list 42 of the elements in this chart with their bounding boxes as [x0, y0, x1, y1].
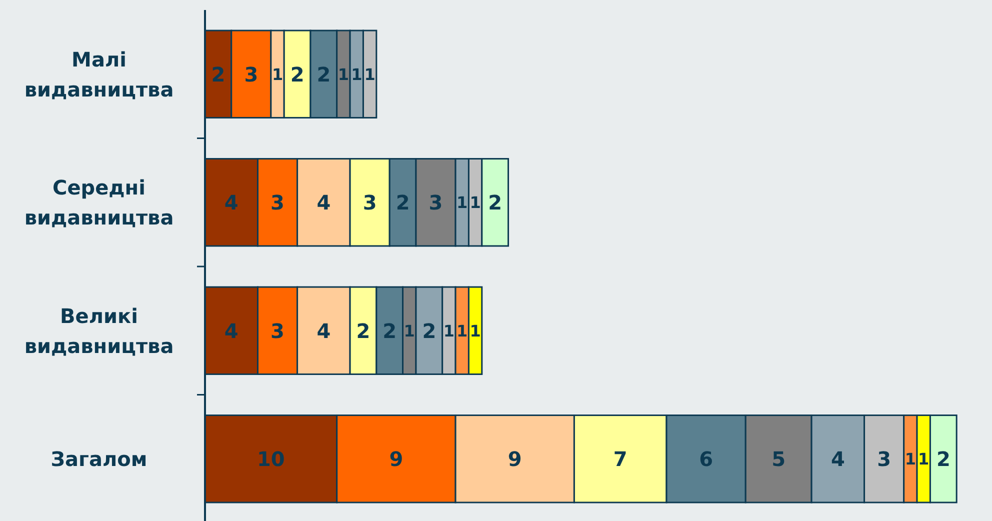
- y-tick-label: Середні видавництва: [24, 176, 174, 230]
- data-label: 1: [470, 193, 481, 212]
- data-label: 1: [443, 321, 455, 340]
- data-label: 9: [508, 447, 522, 472]
- data-label: 4: [224, 318, 238, 343]
- data-label: 1: [338, 64, 350, 84]
- data-label: 2: [211, 62, 226, 86]
- data-label: 3: [362, 190, 377, 215]
- data-label: 3: [270, 318, 284, 343]
- data-label: 1: [456, 321, 468, 340]
- data-label: 4: [316, 190, 331, 215]
- data-label: 2: [936, 447, 950, 472]
- data-label: 3: [270, 190, 284, 215]
- data-label: 2: [422, 318, 436, 343]
- data-label: 3: [428, 190, 443, 215]
- data-label: 10: [257, 447, 285, 472]
- data-label: 7: [613, 447, 628, 472]
- data-label: 1: [351, 64, 362, 84]
- data-label: 1: [404, 321, 415, 340]
- data-label: 9: [389, 447, 404, 472]
- data-label: 1: [470, 321, 481, 340]
- y-tick-label: Великі видавництва: [24, 304, 174, 358]
- data-label: 4: [224, 190, 238, 215]
- data-label: 2: [290, 62, 304, 86]
- data-label: 5: [772, 447, 786, 472]
- y-tick-label: Малі видавництва: [24, 47, 174, 102]
- data-label: 1: [918, 450, 930, 469]
- data-label: 3: [877, 447, 892, 472]
- y-tick-label: Загалом: [50, 447, 148, 472]
- data-label: 4: [316, 318, 331, 343]
- data-label: 1: [364, 64, 376, 84]
- data-label: 1: [456, 193, 468, 212]
- data-label: 2: [396, 190, 410, 215]
- data-label: 1: [272, 64, 284, 84]
- data-label: 2: [488, 190, 502, 215]
- data-label: 2: [316, 62, 331, 86]
- data-label: 4: [830, 447, 845, 472]
- data-label: 3: [244, 62, 258, 86]
- data-label: 2: [356, 318, 370, 343]
- data-label: 6: [699, 447, 714, 472]
- data-label: 2: [382, 318, 397, 343]
- data-label: 1: [904, 450, 916, 469]
